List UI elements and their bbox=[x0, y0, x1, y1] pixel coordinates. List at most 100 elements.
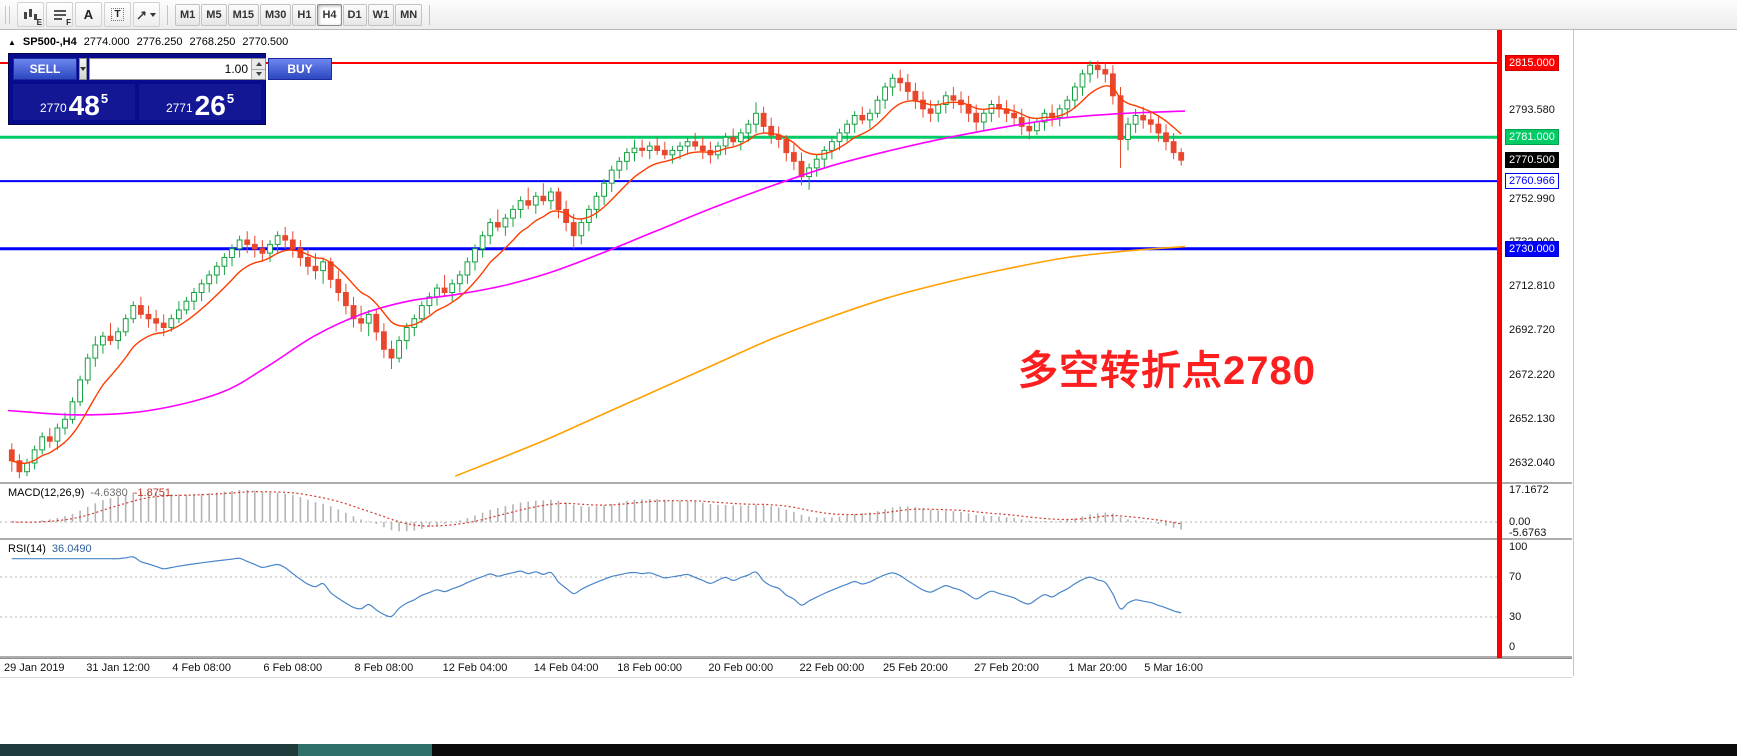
time-axis-label: 20 Feb 00:00 bbox=[708, 662, 774, 674]
price-tag: 2815.000 bbox=[1505, 55, 1559, 71]
ohlc-open: 2774.000 bbox=[83, 36, 130, 48]
rsi-value: 36.0490 bbox=[51, 543, 92, 555]
tool-sub-letter: E bbox=[36, 18, 42, 27]
price-axis-label: 2712.810 bbox=[1509, 280, 1555, 293]
price-tag: 2760.966 bbox=[1505, 173, 1559, 190]
rsi-axis-label: 30 bbox=[1509, 611, 1522, 623]
chevron-up-icon bbox=[255, 61, 262, 66]
bars-glyph bbox=[24, 8, 37, 20]
timeframe-button-h1[interactable]: H1 bbox=[292, 3, 317, 26]
volume-stepper bbox=[251, 59, 265, 79]
timeframe-button-d1[interactable]: D1 bbox=[342, 3, 367, 26]
time-axis-label: 22 Feb 00:00 bbox=[799, 662, 865, 674]
arrow-glyph bbox=[137, 11, 146, 20]
price-axis-label: 2672.220 bbox=[1509, 369, 1555, 382]
buy-price-sup: 5 bbox=[226, 91, 235, 106]
candlestick-chart-icon[interactable]: E bbox=[17, 2, 44, 27]
sell-price-small: 2770 bbox=[39, 101, 67, 115]
sell-button[interactable]: SELL bbox=[13, 58, 77, 80]
one-click-collapse-icon[interactable]: ▲ bbox=[8, 37, 16, 47]
rsi-axis-label: 70 bbox=[1509, 571, 1522, 583]
taskbar bbox=[0, 744, 1737, 756]
timeframe-button-m5[interactable]: M5 bbox=[201, 3, 227, 26]
text-box-icon[interactable]: T bbox=[104, 2, 131, 27]
timeframe-button-mn[interactable]: MN bbox=[395, 3, 423, 26]
order-type-dropdown[interactable] bbox=[79, 58, 87, 80]
buy-price-small: 2771 bbox=[165, 101, 193, 115]
panel-separator[interactable] bbox=[0, 482, 1572, 484]
time-axis-label: 5 Mar 16:00 bbox=[1144, 662, 1203, 674]
price-axis-label: 2752.990 bbox=[1509, 192, 1555, 205]
time-axis-label: 12 Feb 04:00 bbox=[442, 662, 508, 674]
timeframe-button-h4[interactable]: H4 bbox=[317, 3, 342, 26]
time-axis-label: 14 Feb 04:00 bbox=[533, 662, 599, 674]
volume-input[interactable] bbox=[90, 59, 251, 79]
time-axis-label: 18 Feb 00:00 bbox=[617, 662, 683, 674]
buy-quote[interactable]: 2771 26 5 bbox=[139, 84, 261, 120]
time-axis-label: 29 Jan 2019 bbox=[4, 662, 65, 674]
rsi-axis-label: 0 bbox=[1509, 641, 1516, 653]
axis-red-strip bbox=[1497, 30, 1502, 658]
toolbar-separator bbox=[429, 4, 431, 25]
chevron-down-icon bbox=[80, 67, 86, 71]
price-tag: 2781.000 bbox=[1505, 129, 1559, 146]
ohlc-high: 2776.250 bbox=[136, 36, 183, 48]
rsi-axis-label: 100 bbox=[1509, 541, 1528, 553]
timeframe-button-w1[interactable]: W1 bbox=[367, 3, 395, 26]
symbol-timeframe: SP500-,H4 bbox=[22, 36, 77, 48]
macd-label: MACD(12,26,9) bbox=[8, 487, 85, 499]
buy-price-big: 26 bbox=[194, 90, 226, 121]
lines-glyph bbox=[53, 9, 66, 20]
time-axis-label: 27 Feb 20:00 bbox=[974, 662, 1039, 674]
price-axis-label: 2692.720 bbox=[1509, 324, 1555, 337]
chart-annotation-text: 多空转折点2780 bbox=[1018, 349, 1316, 393]
panel-separator[interactable] bbox=[0, 538, 1572, 540]
time-axis-label: 25 Feb 20:00 bbox=[883, 662, 948, 674]
volume-field bbox=[89, 58, 266, 80]
buy-button[interactable]: BUY bbox=[268, 58, 332, 80]
timeframe-group: M1 M5 M15 M30 H1 H4 D1 W1 MN bbox=[175, 3, 423, 26]
macd-header: MACD(12,26,9) -4.6380 -1.8751 bbox=[8, 487, 171, 499]
panel-separator bbox=[0, 656, 1572, 658]
tool-sub-letter: F bbox=[66, 18, 71, 27]
price-chart[interactable] bbox=[0, 30, 1497, 482]
timeframe-button-m1[interactable]: M1 bbox=[175, 3, 201, 26]
volume-decrease-button[interactable] bbox=[252, 68, 265, 79]
timeframe-button-m15[interactable]: M15 bbox=[227, 3, 259, 26]
price-axis-label: 2632.040 bbox=[1509, 456, 1555, 469]
volume-increase-button[interactable] bbox=[252, 59, 265, 69]
chart-ohlc-header: ▲ SP500-,H4 2774.000 2776.250 2768.250 2… bbox=[8, 36, 288, 48]
sell-price-big: 48 bbox=[68, 90, 100, 121]
chevron-down-icon bbox=[150, 12, 156, 17]
ohlc-low: 2768.250 bbox=[189, 36, 236, 48]
time-axis-label: 6 Feb 08:00 bbox=[263, 662, 323, 674]
price-tag: 2730.000 bbox=[1505, 240, 1559, 257]
time-axis-label: 4 Feb 08:00 bbox=[172, 662, 231, 674]
quote-row: 2770 48 5 2771 26 5 bbox=[13, 84, 261, 120]
time-axis[interactable]: 29 Jan 2019 31 Jan 12:00 4 Feb 08:00 6 Feb … bbox=[0, 658, 1572, 678]
chart-window-border bbox=[1573, 30, 1574, 676]
sell-price-sup: 5 bbox=[100, 91, 109, 106]
line-study-icon[interactable]: F bbox=[46, 2, 73, 27]
ohlc-close: 2770.500 bbox=[242, 36, 289, 48]
macd-axis-label: 17.1672 bbox=[1509, 484, 1549, 496]
toolbar: E F A T M1 M5 M15 M30 H1 H4 D1 W1 MN bbox=[0, 0, 1737, 30]
macd-signal-value: -1.8751 bbox=[133, 487, 172, 499]
text-label-icon[interactable]: A bbox=[75, 2, 102, 27]
toolbar-grip[interactable] bbox=[5, 5, 10, 24]
time-axis-label: 31 Jan 12:00 bbox=[86, 662, 150, 674]
rsi-panel[interactable] bbox=[0, 540, 1497, 656]
macd-axis-label: 0.00 bbox=[1509, 516, 1531, 528]
arrow-tools-dropdown[interactable] bbox=[133, 2, 160, 27]
price-tag: 2770.500 bbox=[1505, 152, 1559, 169]
sell-quote[interactable]: 2770 48 5 bbox=[13, 84, 135, 120]
timeframe-button-m30[interactable]: M30 bbox=[259, 3, 292, 26]
taskbar-segment bbox=[0, 744, 298, 756]
time-axis-label: 8 Feb 08:00 bbox=[354, 662, 414, 674]
price-axis[interactable]: 2793.5802752.9902732.9002712.8102692.720… bbox=[1502, 30, 1574, 658]
order-entry-row: SELL BUY bbox=[13, 58, 332, 80]
taskbar-item[interactable] bbox=[298, 744, 432, 756]
macd-panel[interactable] bbox=[0, 484, 1497, 538]
macd-axis-label: -5.6763 bbox=[1509, 527, 1547, 539]
